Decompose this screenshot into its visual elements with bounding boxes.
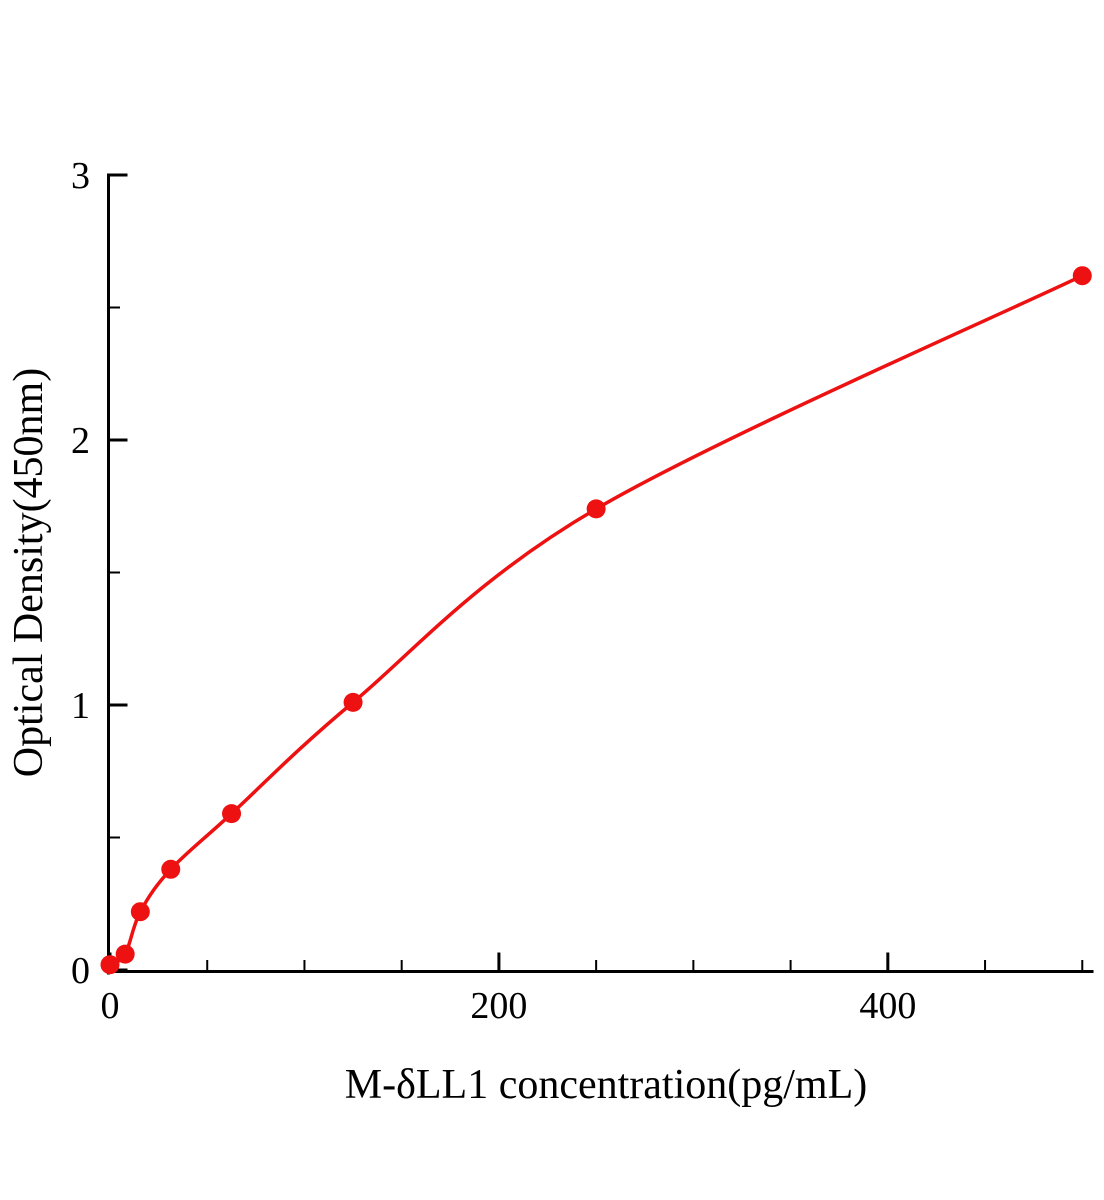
data-point: [343, 692, 363, 712]
data-point: [161, 859, 181, 879]
x-tick-label: 0: [101, 985, 120, 1027]
fitted-curve: [108, 273, 1085, 967]
y-tick-label: 2: [71, 420, 90, 462]
x-axis-title: M-δLL1 concentration(pg/mL): [345, 1062, 867, 1108]
x-tick-label: 400: [859, 985, 916, 1027]
x-tick-label: 200: [470, 985, 527, 1027]
y-axis-title: Optical Density(450nm): [6, 368, 52, 777]
data-point: [130, 902, 150, 922]
data-point: [115, 944, 135, 964]
y-tick-label: 3: [71, 155, 90, 197]
data-point: [222, 804, 242, 824]
data-point: [100, 955, 120, 975]
y-tick-label: 0: [71, 950, 90, 992]
data-point: [1072, 266, 1092, 286]
data-point: [586, 499, 606, 519]
y-tick-label: 1: [71, 685, 90, 727]
